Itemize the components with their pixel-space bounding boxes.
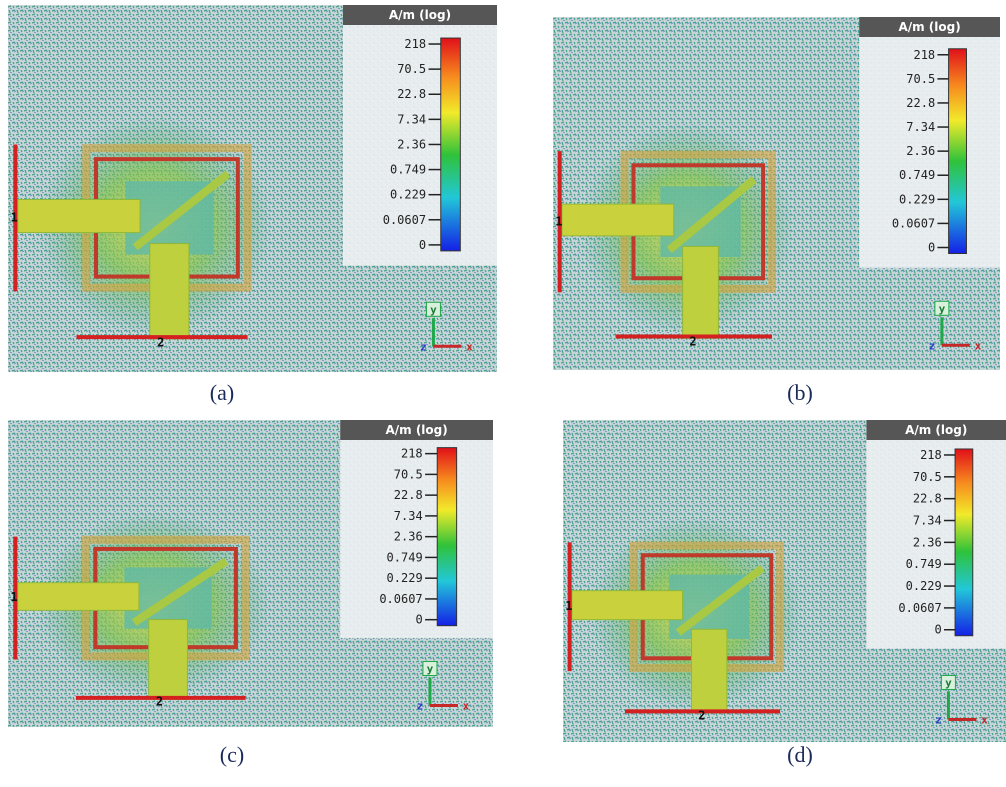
color-tick-label: 0.0607 [898,601,941,615]
panel: 1 2 A/m (log) 218 70.5 22.8 7.34 2.36 0.749 0.229… [8,5,497,372]
color-tick-label: 218 [913,48,935,62]
panel: 1 2 A/m (log) 218 70.5 22.8 7.34 2.36 0.749 0.229… [553,17,1000,370]
color-tick-label: 0.749 [906,557,942,571]
color-bar [949,49,967,254]
port-label: 2 [698,708,705,722]
color-tick-label: 22.8 [397,87,426,101]
axis-label: z [929,339,936,352]
legend-title: A/m (log) [905,423,967,437]
color-tick-label: 0.0607 [892,216,935,230]
feed-line-2 [691,629,726,713]
color-tick-label: 22.8 [913,492,942,506]
port-label: 1 [555,214,562,228]
panel: 1 2 A/m (log) 218 70.5 22.8 7.34 2.36 0.749 0.229… [563,420,1006,742]
color-tick-label: 0.749 [390,163,426,177]
axis-label: x [975,339,982,352]
feed-line-1 [572,591,683,620]
color-tick-label: 70.5 [906,72,935,86]
port-label: 1 [10,211,17,225]
port-label: 1 [565,599,572,613]
caption: (b) [787,380,813,405]
color-tick-label: 0 [419,238,426,252]
axis-label: x [466,340,473,353]
figure: 1 2 A/m (log) 218 70.5 22.8 7.34 2.36 0.749 0.229… [0,0,1006,787]
color-tick-label: 70.5 [394,467,423,481]
color-tick-label: 0.0607 [383,213,426,227]
feed-line-2 [683,246,719,338]
axis-label: y [427,663,434,676]
color-tick-label: 0.229 [899,192,935,206]
color-tick-label: 7.34 [397,112,426,126]
panel: 1 2 A/m (log) 218 70.5 22.8 7.34 2.36 0.749 0.229… [8,420,493,727]
color-tick-label: 70.5 [913,470,942,484]
color-tick-label: 0 [928,241,935,255]
feed-line-1 [18,583,139,611]
color-tick-label: 0 [935,623,942,637]
axis-label: z [417,700,424,713]
color-tick-label: 218 [920,448,942,462]
feed-line-2 [149,620,188,700]
color-tick-label: 0.229 [387,571,423,585]
color-tick-label: 7.34 [913,514,942,528]
color-bar [955,449,973,636]
axis-label: x [981,713,988,726]
feed-line-1 [18,200,140,233]
feed-line-2 [150,244,189,339]
caption: (c) [220,742,244,767]
legend-title: A/m (log) [389,8,451,22]
caption: (a) [210,380,234,405]
color-tick-label: 218 [401,447,423,461]
feed-line-1 [562,204,674,236]
axis-label: y [945,676,952,689]
color-tick-label: 218 [404,37,426,51]
color-bar [437,448,456,626]
color-tick-label: 2.36 [394,530,423,544]
port-label: 2 [157,335,164,349]
color-tick-label: 2.36 [906,144,935,158]
color-tick-label: 0.0607 [379,592,422,606]
axis-label: y [430,303,437,316]
color-tick-label: 22.8 [394,488,423,502]
page: {"panels": [ {"legend": {"title": "A/m (… [0,0,1006,787]
legend-title: A/m (log) [898,20,960,34]
port-label: 1 [10,590,17,604]
color-tick-label: 22.8 [906,96,935,110]
color-tick-label: 2.36 [913,535,942,549]
axis-label: y [939,302,946,315]
color-tick-label: 2.36 [397,137,426,151]
axis-label: z [420,340,427,353]
color-tick-label: 0.749 [387,550,423,564]
color-tick-label: 0.229 [390,188,426,202]
color-bar [441,38,461,251]
color-tick-label: 7.34 [394,509,423,523]
color-tick-label: 70.5 [397,62,426,76]
port-label: 2 [156,695,163,709]
port-label: 2 [689,334,696,348]
color-tick-label: 0.749 [899,168,935,182]
legend-title: A/m (log) [385,423,447,437]
caption: (d) [787,742,813,767]
color-tick-label: 0 [415,613,422,627]
axis-label: x [463,700,470,713]
axis-label: z [935,713,942,726]
color-tick-label: 0.229 [906,579,942,593]
color-tick-label: 7.34 [906,120,935,134]
